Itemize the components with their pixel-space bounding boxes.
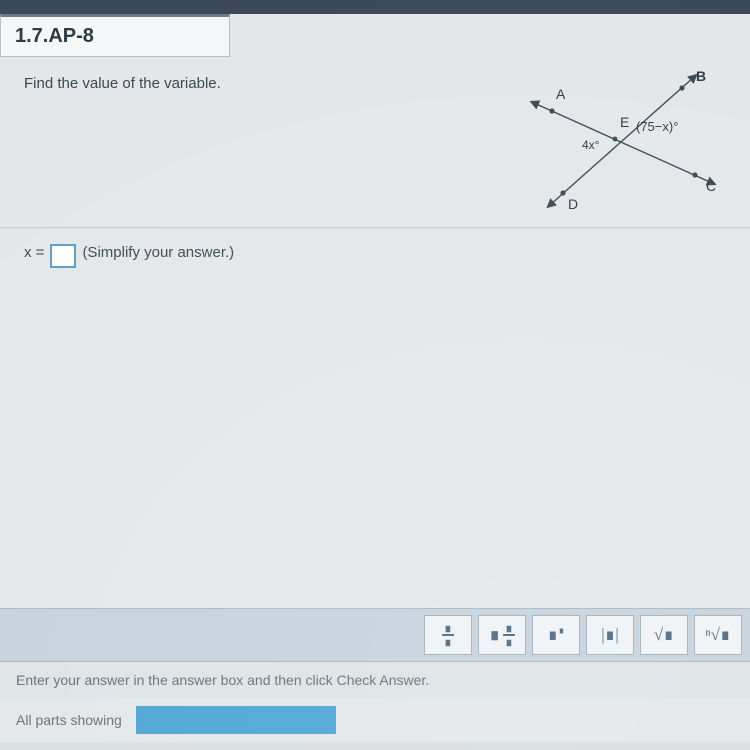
point-E-label: E <box>620 114 629 130</box>
tool-mixed-fraction[interactable]: ∎∎∎ <box>478 615 526 655</box>
point-C-label: C <box>706 178 716 194</box>
tool-sqrt[interactable]: √∎ <box>640 615 688 655</box>
point-A-label: A <box>556 86 566 102</box>
tool-nth-root[interactable]: ⁿ√∎ <box>694 615 742 655</box>
abs-icon: |∎| <box>601 625 619 645</box>
point-B-label: B <box>696 68 706 84</box>
tool-exponent[interactable]: ∎∎ <box>532 615 580 655</box>
fraction-icon: ∎∎ <box>442 622 454 648</box>
answer-prefix: x = <box>24 244 44 261</box>
question-code: 1.7.AP-8 <box>0 14 230 57</box>
mixed-fraction-icon: ∎∎∎ <box>489 622 514 648</box>
tool-fraction[interactable]: ∎∎ <box>424 615 472 655</box>
exponent-icon: ∎∎ <box>547 625 564 645</box>
point-D-label: D <box>568 196 578 212</box>
instruction-text: Enter your answer in the answer box and … <box>0 662 750 698</box>
tool-abs[interactable]: |∎| <box>586 615 634 655</box>
answer-input[interactable] <box>50 244 76 268</box>
parts-showing-label: All parts showing <box>16 712 122 728</box>
prompt-text: Find the value of the variable. <box>0 57 480 227</box>
content-area: 1.7.AP-8 Find the value of the variable. <box>0 14 750 742</box>
geometry-diagram: A B C D E 4x° (75−x)° <box>480 57 750 227</box>
footer-row: All parts showing <box>0 698 750 742</box>
answer-hint: (Simplify your answer.) <box>82 244 234 261</box>
prompt-row: Find the value of the variable. <box>0 57 750 228</box>
nth-root-icon: ⁿ√∎ <box>705 625 731 645</box>
math-toolbar: ∎∎ ∎∎∎ ∎∎ |∎| √∎ ⁿ√∎ <box>0 608 750 662</box>
check-answer-button[interactable] <box>136 706 336 734</box>
angle-right-label: (75−x)° <box>636 119 678 134</box>
sqrt-icon: √∎ <box>654 625 674 645</box>
answer-row: x = (Simplify your answer.) <box>0 228 750 608</box>
angle-left-label: 4x° <box>582 138 600 152</box>
window-chrome-bar <box>0 0 750 14</box>
